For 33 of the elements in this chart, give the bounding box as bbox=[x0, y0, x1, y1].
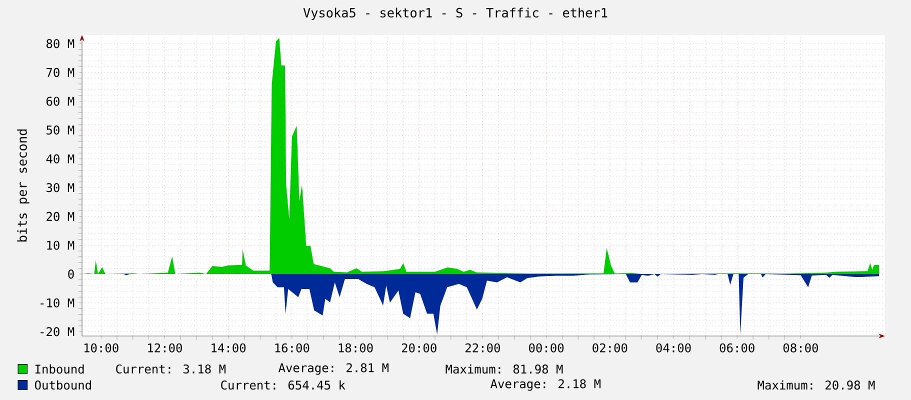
y-tick-label: 40 M bbox=[46, 154, 74, 164]
chart-title: Vysoka5 - sektor1 - S - Traffic - ether1 bbox=[303, 8, 608, 20]
y-tick-label: 50 M bbox=[46, 126, 74, 135]
y-tick-label: 10 M bbox=[47, 240, 74, 250]
x-tick-label: 02:00 bbox=[592, 343, 628, 352]
y-tick-label: -20 M bbox=[40, 327, 74, 336]
y-tick-label: 30 M bbox=[46, 183, 74, 192]
x-tick-label: 04:00 bbox=[656, 343, 691, 352]
x-tick-label: 16:00 bbox=[275, 343, 310, 352]
x-tick-label: 08:00 bbox=[783, 343, 818, 352]
text: Maximum: 81.98 M bbox=[446, 364, 563, 374]
y-tick-label: 70 M bbox=[46, 68, 74, 77]
text: Average: 2.81 M bbox=[278, 363, 389, 375]
x-tick-label: 18:00 bbox=[338, 343, 373, 352]
y-tick-label: 60 M bbox=[46, 96, 74, 106]
x-tick-label: 22:00 bbox=[466, 343, 500, 352]
x-tick-label: 06:00 bbox=[720, 343, 754, 352]
x-tick-label: 20:00 bbox=[402, 343, 436, 352]
x-tick-label: 14:00 bbox=[212, 343, 246, 352]
text: Maximum: 20.98 M bbox=[758, 380, 875, 390]
y-tick-label: 80 M bbox=[46, 39, 74, 48]
x-tick-label: 10:00 bbox=[84, 343, 118, 352]
x-tick-label: 00:00 bbox=[529, 343, 564, 352]
legend-label: Outbound bbox=[34, 380, 91, 390]
legend-label: Inbound bbox=[35, 364, 84, 374]
y-axis-title: bits per second bbox=[17, 129, 30, 242]
x-tick-label: 12:00 bbox=[148, 343, 182, 352]
text: Current: 3.18 M bbox=[116, 364, 226, 374]
y-tick-label: -10 M bbox=[40, 298, 74, 308]
y-tick-label: 20 M bbox=[46, 212, 74, 221]
y-tick-label: 0 bbox=[68, 270, 74, 279]
text: Average: 2.18 M bbox=[490, 379, 601, 391]
text: Current: 654.45 k bbox=[221, 380, 346, 390]
